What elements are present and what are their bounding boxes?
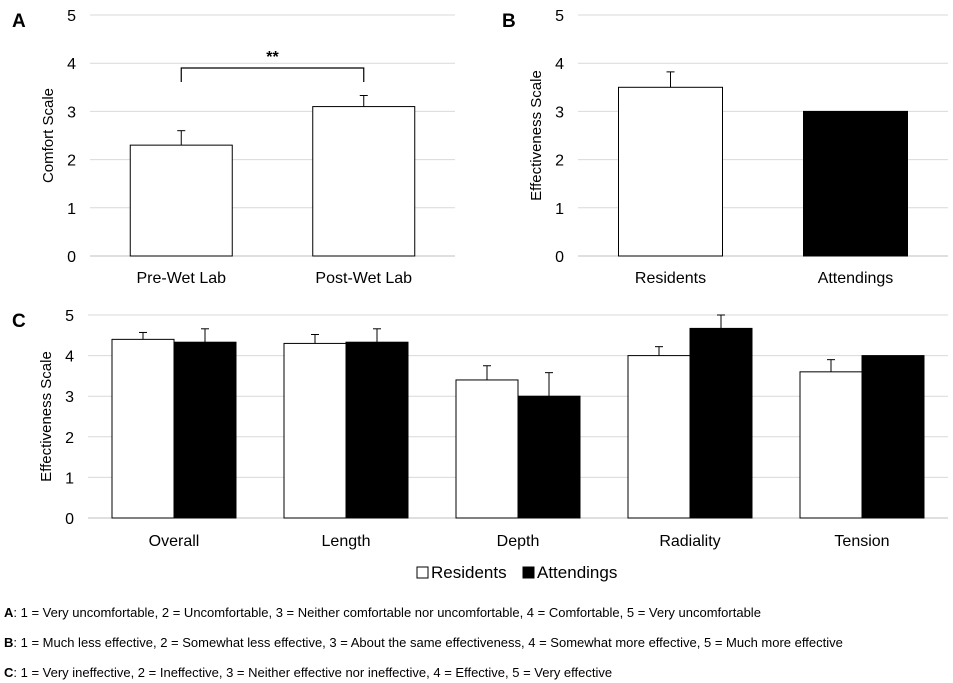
footnote-key: C bbox=[4, 665, 14, 680]
bar bbox=[455, 379, 519, 519]
bar bbox=[129, 144, 233, 257]
panel-c: C 0 1 2 3 4 5 Effectiveness Scale Overall Length… bbox=[12, 308, 948, 550]
panel-label: A bbox=[12, 11, 26, 32]
y-tick-label: 5 bbox=[555, 8, 564, 25]
y-tick-label: 0 bbox=[67, 249, 76, 266]
x-tick-label: Tension bbox=[834, 533, 889, 550]
footnote-b: B: 1 = Much less effective, 2 = Somewhat… bbox=[4, 635, 843, 650]
bar bbox=[173, 341, 237, 519]
footnote-key: A bbox=[4, 605, 14, 620]
bar bbox=[799, 371, 863, 519]
panel-a: A 0 1 2 3 4 5 Comfort Scale Pre-Wet Lab Post-Wet… bbox=[12, 8, 455, 287]
bar bbox=[861, 355, 925, 519]
y-tick-label: 4 bbox=[555, 56, 564, 73]
x-tick-label: Post-Wet Lab bbox=[315, 270, 412, 287]
panel-label: B bbox=[502, 11, 516, 32]
panel-b: B 0 1 2 3 4 5 Effectiveness Scale Residents Atte… bbox=[502, 8, 948, 287]
y-tick-label: 3 bbox=[65, 389, 74, 406]
y-tick-label: 4 bbox=[67, 56, 76, 73]
bar bbox=[618, 86, 723, 257]
y-tick-label: 0 bbox=[65, 511, 74, 528]
y-axis-title: Effectiveness Scale bbox=[38, 351, 55, 482]
bar bbox=[627, 355, 691, 519]
y-tick-label: 1 bbox=[67, 201, 76, 218]
x-tick-label: Overall bbox=[149, 533, 200, 550]
bar bbox=[517, 395, 581, 519]
x-tick-label: Length bbox=[322, 533, 371, 550]
figure: A 0 1 2 3 4 5 Comfort Scale Pre-Wet Lab Post-Wet… bbox=[12, 8, 948, 582]
footnote-text: : 1 = Very ineffective, 2 = Ineffective,… bbox=[13, 665, 613, 680]
y-tick-label: 2 bbox=[555, 153, 564, 170]
bar bbox=[312, 106, 416, 257]
x-tick-label: Pre-Wet Lab bbox=[136, 270, 226, 287]
y-tick-label: 4 bbox=[65, 349, 74, 366]
legend-swatch bbox=[416, 566, 429, 579]
y-tick-label: 5 bbox=[65, 308, 74, 325]
legend-swatch bbox=[522, 566, 535, 579]
bar bbox=[689, 327, 753, 519]
footnote-text: : 1 = Very uncomfortable, 2 = Uncomforta… bbox=[13, 605, 761, 620]
y-axis-title: Comfort Scale bbox=[40, 88, 57, 183]
x-tick-label: Radiality bbox=[659, 533, 720, 550]
x-tick-label: Residents bbox=[635, 270, 706, 287]
significance-label: ** bbox=[266, 49, 279, 66]
panel-label: C bbox=[12, 311, 26, 332]
y-tick-label: 0 bbox=[555, 249, 564, 266]
footnote-key: B bbox=[4, 635, 14, 650]
bar bbox=[283, 342, 347, 519]
x-tick-label: Attendings bbox=[818, 270, 894, 287]
y-tick-label: 1 bbox=[555, 201, 564, 218]
footnote-a: A: 1 = Very uncomfortable, 2 = Uncomfort… bbox=[4, 605, 761, 620]
bar bbox=[803, 110, 908, 257]
y-axis-title: Effectiveness Scale bbox=[528, 70, 545, 201]
y-tick-label: 3 bbox=[67, 104, 76, 121]
y-tick-label: 5 bbox=[67, 8, 76, 25]
legend-label: Residents bbox=[431, 563, 507, 582]
footnote-text: : 1 = Much less effective, 2 = Somewhat … bbox=[13, 635, 843, 650]
bar bbox=[345, 341, 409, 519]
y-tick-label: 1 bbox=[65, 470, 74, 487]
legend-label: Attendings bbox=[537, 563, 617, 582]
significance-bracket bbox=[180, 67, 365, 83]
x-tick-label: Depth bbox=[497, 533, 540, 550]
y-tick-label: 2 bbox=[67, 153, 76, 170]
legend: Residents Attendings bbox=[416, 563, 617, 582]
y-tick-label: 2 bbox=[65, 430, 74, 447]
footnote-c: C: 1 = Very ineffective, 2 = Ineffective… bbox=[4, 665, 612, 680]
bar bbox=[111, 338, 175, 519]
y-tick-label: 3 bbox=[555, 104, 564, 121]
